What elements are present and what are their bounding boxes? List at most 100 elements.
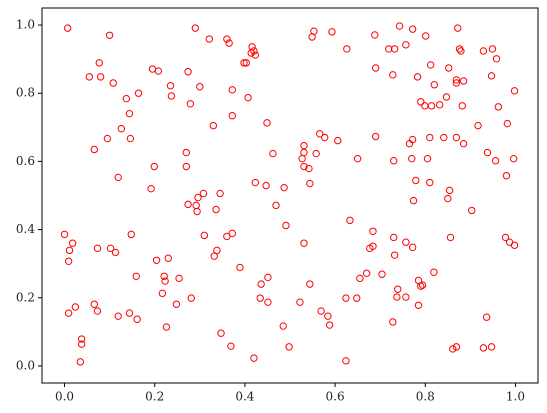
point [378,270,386,278]
point [133,315,141,323]
point [412,176,420,185]
point [282,221,290,230]
point [334,136,342,145]
point [325,321,334,329]
point [452,76,461,84]
point [306,280,314,288]
x-tick-label: 0.6 [326,390,345,404]
point [200,231,209,240]
point [317,307,325,315]
point [408,243,417,252]
point [251,178,259,187]
point [442,93,451,101]
point [449,345,457,353]
x-tick-label: 0.4 [235,390,254,404]
point [389,318,397,326]
point [125,309,134,317]
point [217,329,225,337]
point [479,344,488,352]
point [225,39,233,47]
y-tick-label: 0.2 [16,290,35,304]
point [71,303,80,311]
point [158,289,167,298]
point [509,154,518,163]
point [227,342,235,350]
point [390,233,398,242]
point [371,132,380,141]
point [64,257,73,265]
point [263,119,271,127]
point [105,31,114,39]
point [64,309,73,317]
point [390,45,399,53]
point [186,100,195,108]
point [272,201,280,210]
point [223,35,231,43]
point [468,206,476,215]
point [316,130,324,138]
y-tick-label: 1.0 [16,18,35,32]
point [459,77,468,85]
point [64,24,72,32]
point [390,251,399,259]
point [172,300,181,308]
point [312,149,320,158]
point [114,312,122,320]
point [125,109,134,118]
point [454,24,462,32]
point [488,45,497,53]
point [236,263,244,272]
point [418,281,427,289]
point [228,229,236,238]
point [184,200,192,209]
point [209,121,218,130]
point [262,181,270,190]
point [452,79,461,87]
point [162,323,171,331]
point [85,73,94,81]
point [487,72,496,80]
y-tick-label: 0.6 [16,154,35,168]
point [501,233,510,242]
y-tick-label: 0.0 [16,358,35,372]
point [280,183,288,192]
point [408,154,416,163]
point [96,73,105,81]
point [346,216,354,225]
point [440,133,448,142]
point [393,293,401,301]
point [328,28,336,36]
plot-frame [41,7,539,384]
point [452,133,461,142]
point [269,149,277,158]
point [60,230,69,239]
point [494,103,503,111]
point [369,242,377,250]
point [228,112,236,120]
point [90,300,99,308]
point [122,94,131,103]
point [242,59,250,67]
point [421,102,429,110]
point [414,301,423,309]
point [474,121,482,130]
point [491,157,500,165]
point [503,119,512,128]
point [385,45,393,53]
point [417,282,425,290]
point [298,154,306,163]
point [487,343,496,351]
point [436,101,444,109]
point [106,244,115,253]
point [343,45,351,53]
point [193,207,201,216]
point [103,134,112,143]
point [306,179,314,188]
point [371,31,379,39]
point [459,139,468,148]
point [390,157,398,165]
point [182,148,190,157]
point [77,335,86,343]
point [510,87,519,95]
point [192,201,200,210]
